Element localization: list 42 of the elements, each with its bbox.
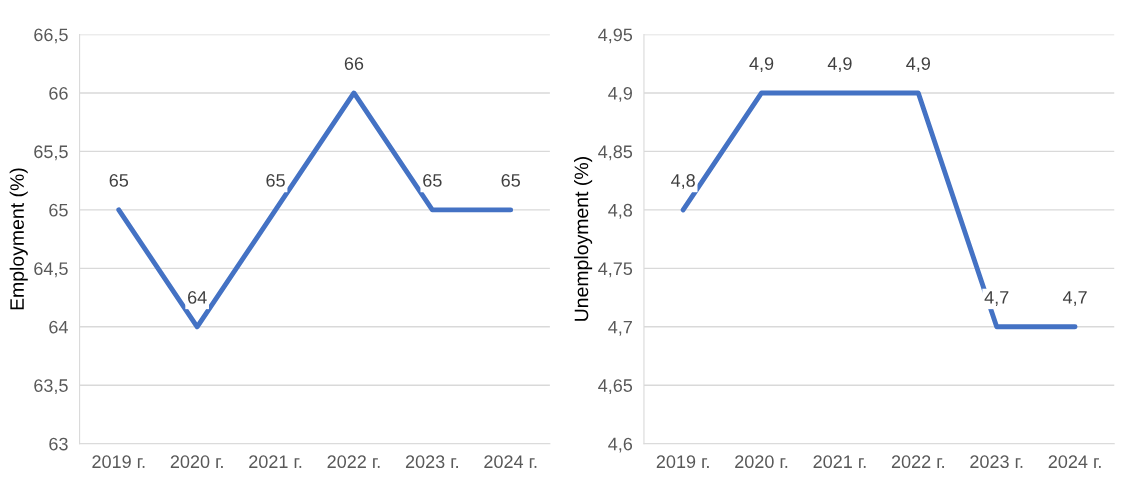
y-tick-label: 4,6	[608, 437, 633, 453]
data-label: 4,8	[671, 174, 695, 189]
x-tick-label: 2023 г.	[405, 455, 458, 469]
data-label: 4,9	[749, 57, 774, 73]
x-tick-label: 2024 г.	[484, 455, 537, 469]
y-axis-title: Unemployment (%)	[574, 157, 593, 321]
x-tick-label: 2024 г.	[1048, 455, 1101, 469]
data-label: 4,7	[1062, 291, 1087, 306]
data-label: 65	[501, 174, 520, 187]
x-tick-label: 2023 г.	[970, 455, 1023, 469]
y-tick-label: 63	[49, 437, 68, 451]
y-tick-label: 65	[49, 203, 68, 217]
y-tick-label: 4,9	[608, 86, 632, 102]
y-tick-label: 64	[49, 320, 68, 334]
data-label: 65	[266, 174, 285, 187]
data-label: 4,9	[906, 57, 930, 73]
y-tick-label: 4,75	[598, 262, 633, 278]
y-tick-label: 4,65	[598, 379, 633, 395]
x-tick-label: 2020 г.	[735, 455, 788, 469]
y-tick-label: 66	[49, 86, 68, 100]
x-tick-label: 2022 г.	[891, 455, 944, 469]
y-tick-label: 4,8	[608, 203, 633, 219]
data-label: 4,9	[827, 57, 852, 73]
y-tick-label: 64,5	[34, 262, 68, 278]
x-tick-label: 2021 г.	[249, 455, 302, 469]
x-tick-label: 2020 г.	[170, 455, 223, 469]
y-tick-label: 4,95	[598, 28, 633, 44]
y-axis-title: Employment (%)	[9, 168, 28, 310]
data-label: 65	[109, 174, 129, 187]
y-tick-label: 65,5	[34, 145, 68, 161]
x-tick-label: 2019 г.	[92, 455, 145, 469]
x-tick-label: 2021 г.	[813, 455, 866, 469]
data-label: 66	[344, 57, 364, 70]
data-label: 65	[423, 174, 442, 187]
y-tick-label: 4,85	[598, 145, 633, 161]
y-tick-label: 63,5	[34, 379, 68, 395]
data-label: 64	[188, 290, 207, 304]
y-tick-label: 66,5	[34, 28, 68, 44]
y-tick-label: 4,7	[608, 320, 632, 336]
x-tick-label: 2019 г.	[656, 455, 709, 469]
data-label: 4,7	[984, 291, 1009, 306]
x-tick-label: 2022 г.	[327, 455, 380, 469]
